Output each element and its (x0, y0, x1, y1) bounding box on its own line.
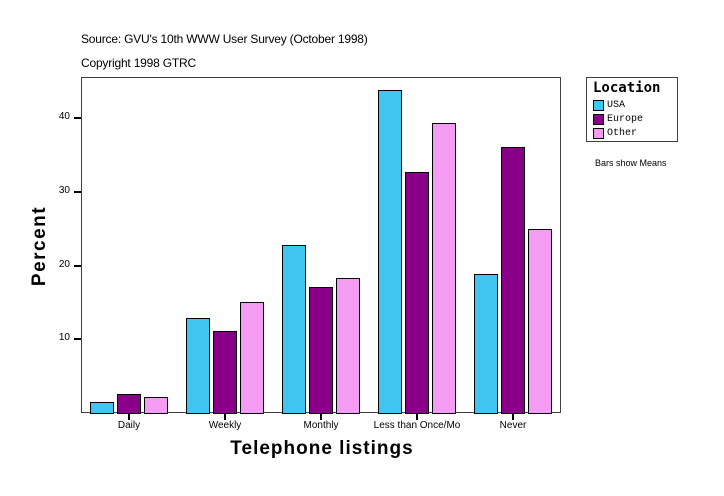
bar-other (528, 229, 552, 414)
bar-europe (309, 287, 333, 414)
legend-title: Location (593, 80, 661, 96)
bar-usa (474, 274, 498, 414)
y-tick (74, 265, 81, 267)
x-tick (416, 413, 418, 420)
x-axis-title: Telephone listings (230, 438, 414, 459)
y-tick-label: 40 (58, 111, 70, 122)
y-tick-label: 20 (58, 259, 70, 270)
legend-item-usa: USA (593, 99, 625, 112)
bar-europe (117, 394, 141, 414)
x-tick (512, 413, 514, 420)
legend-label: Europe (607, 114, 644, 125)
legend-swatch-other (593, 128, 604, 139)
y-tick (74, 117, 81, 119)
bar-usa (186, 318, 210, 414)
bar-other (432, 123, 456, 414)
y-tick (74, 191, 81, 193)
bar-europe (501, 147, 525, 414)
bar-usa (282, 245, 306, 414)
legend-item-other: Other (593, 127, 637, 140)
bar-europe (405, 172, 429, 414)
legend-swatch-europe (593, 114, 604, 125)
y-tick (74, 338, 81, 340)
x-tick (224, 413, 226, 420)
bar-other (240, 302, 264, 414)
bar-other (144, 397, 168, 414)
bar-usa (378, 90, 402, 414)
y-axis-title: Percent (29, 205, 50, 287)
copyright-caption: Copyright 1998 GTRC (81, 56, 196, 70)
bar-usa (90, 402, 114, 414)
x-tick-label: Never (499, 420, 527, 431)
x-tick-label: Less than Once/Mo (373, 420, 461, 431)
x-tick-label: Weekly (208, 420, 242, 431)
x-tick-label: Daily (117, 420, 141, 431)
legend-item-europe: Europe (593, 113, 643, 126)
legend-label: USA (607, 100, 626, 111)
y-tick-label: 10 (58, 332, 70, 343)
bar-other (336, 278, 360, 414)
bars-show-means-note: Bars show Means (595, 158, 667, 168)
x-tick (128, 413, 130, 420)
legend: Location USA Europe Other (586, 77, 678, 142)
legend-swatch-usa (593, 100, 604, 111)
bar-europe (213, 331, 237, 414)
source-caption: Source: GVU's 10th WWW User Survey (Octo… (81, 32, 368, 46)
x-tick (320, 413, 322, 420)
x-tick-label: Monthly (303, 420, 339, 431)
y-tick-label: 30 (58, 185, 70, 196)
legend-label: Other (607, 128, 638, 139)
